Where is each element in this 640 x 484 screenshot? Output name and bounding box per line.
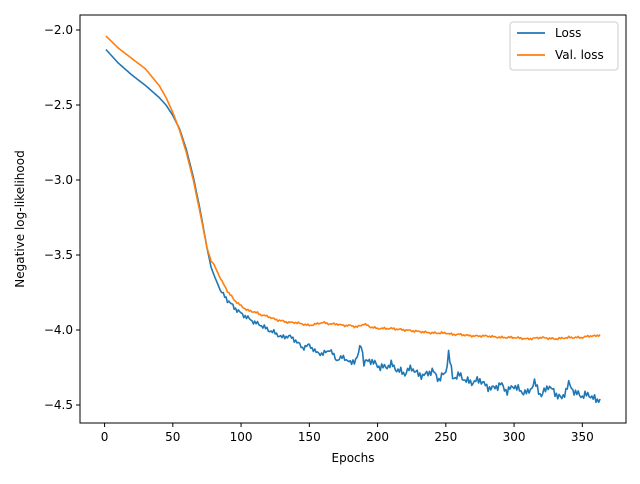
- x-tick-label: 300: [503, 430, 526, 444]
- y-tick-label: −2.0: [44, 23, 73, 37]
- series-layer: [105, 35, 601, 404]
- y-tick-label: −3.0: [44, 173, 73, 187]
- y-tick-label: −3.5: [44, 248, 73, 262]
- x-axis-label: Epochs: [332, 451, 375, 465]
- x-axis: 0 50 100 150 200 250 300 350: [101, 423, 594, 444]
- legend-box: [509, 21, 619, 71]
- x-tick-label: 50: [165, 430, 180, 444]
- y-tick-label: −4.5: [44, 398, 73, 412]
- x-tick-label: 250: [434, 430, 457, 444]
- y-tick-label: −2.5: [44, 98, 73, 112]
- legend: Loss Val. loss: [509, 21, 619, 71]
- y-axis-label: Negative log-likelihood: [13, 150, 27, 287]
- y-axis: −2.0 −2.5 −3.0 −3.5 −4.0 −4.5: [44, 23, 80, 412]
- x-tick-label: 200: [366, 430, 389, 444]
- x-tick-label: 350: [571, 430, 594, 444]
- legend-label-val-loss: Val. loss: [555, 48, 604, 62]
- legend-label-loss: Loss: [555, 26, 581, 40]
- plot-frame: [79, 14, 627, 424]
- x-tick-label: 150: [298, 430, 321, 444]
- x-tick-label: 100: [230, 430, 253, 444]
- y-tick-label: −4.0: [44, 323, 73, 337]
- x-tick-label: 0: [101, 430, 109, 444]
- series-line-val-loss: [105, 35, 601, 341]
